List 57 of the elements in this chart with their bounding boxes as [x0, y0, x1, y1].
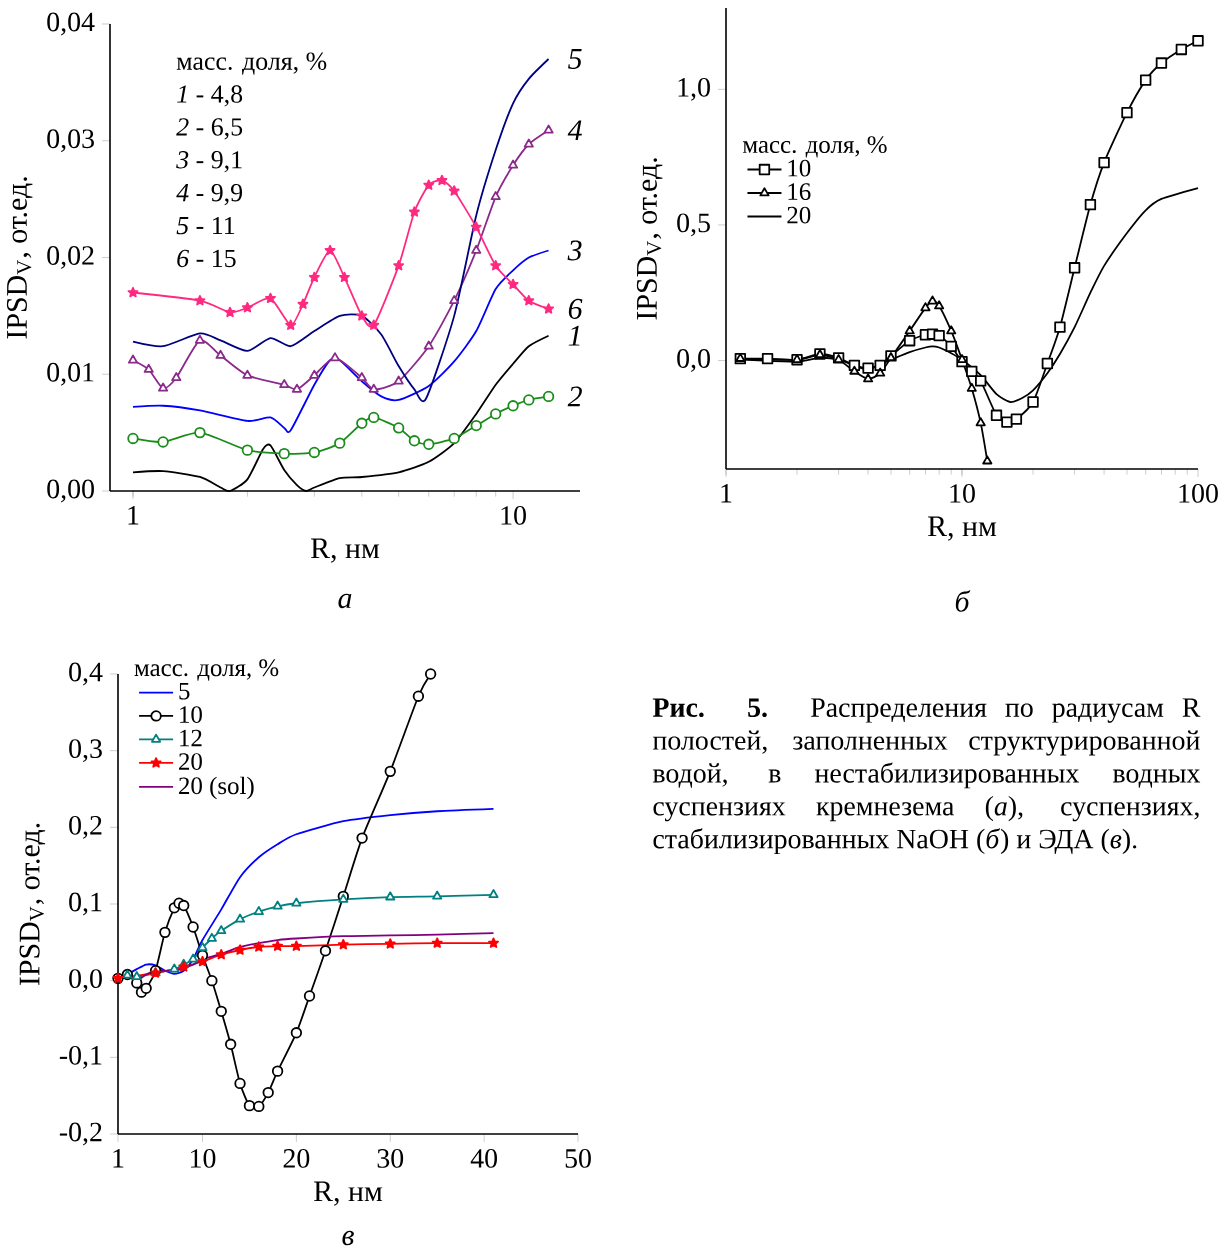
legend-title: масс. доля, %	[134, 659, 279, 681]
legend-label: 20	[179, 753, 202, 770]
annotation: 3 - 9,1	[176, 151, 242, 173]
y-tick-label: 0,4	[69, 662, 103, 686]
text: а	[338, 593, 352, 609]
y-axis-title: IPSD$_{V}$, от.ед.	[19, 823, 46, 986]
series-label: 6	[568, 298, 583, 319]
x-tick-label: 10	[190, 1149, 216, 1168]
x-tick-label: 50	[565, 1149, 591, 1168]
y-tick-label: 0,0	[69, 969, 102, 993]
annotation: 6 - 15	[177, 249, 236, 268]
y-tick-label: 0,0	[677, 349, 710, 372]
annotation: 2 - 6,5	[176, 118, 243, 140]
y-tick-label: 0,2	[69, 815, 102, 839]
legend-label: 10	[788, 159, 811, 177]
x-tick-label: 20	[283, 1149, 310, 1168]
y-tick-label: -0,2	[59, 1122, 102, 1146]
legend-label: 5	[179, 682, 190, 700]
series-label: 5	[568, 49, 582, 69]
legend-label: 10	[180, 706, 202, 723]
y-tick-label: 0,5	[677, 213, 710, 237]
y-tick-label: -0,1	[59, 1045, 102, 1069]
y-tick-label: 1,0	[678, 77, 710, 101]
y-tick-label: 0,03	[47, 129, 94, 153]
text: б	[955, 590, 971, 612]
x-axis-title: R, нм	[313, 1181, 383, 1206]
legend-title: масс. доля, %	[176, 52, 327, 75]
annotation: 4 - 9,9	[176, 183, 243, 206]
legend-label: 20 (sol)	[179, 776, 254, 800]
y-axis-title: IPSD$_{V}$, от.ед.	[6, 177, 33, 339]
text: Рис. 5. Распределения по радиусам R полостей, заполненных структурированной водой, в нестабилизированных водных суспензиях кремнезема (а), суспензиях, стабилизированных NaOH (б) и ЭДА (в).	[652, 698, 1201, 855]
series-label: 2	[567, 386, 582, 407]
y-tick-label: 0,02	[47, 246, 94, 269]
legend-label: 12	[180, 729, 202, 747]
legend-label: 16	[788, 183, 811, 200]
x-tick-label: 10	[950, 484, 975, 503]
annotation: 5 - 11	[176, 216, 235, 235]
x-tick-label: 40	[470, 1149, 497, 1168]
legend-title: масс. доля, %	[742, 136, 887, 158]
y-tick-label: 0,04	[47, 12, 95, 36]
x-tick-label: 30	[377, 1149, 404, 1168]
series-label: 1	[568, 325, 580, 346]
annotation: 1 - 4,8	[177, 85, 243, 107]
x-tick-label: 1	[113, 1149, 124, 1168]
text: в	[342, 1230, 354, 1246]
y-tick-label: 0,3	[69, 739, 102, 763]
y-tick-label: 0,01	[47, 362, 94, 386]
x-tick-label: 1	[721, 484, 732, 503]
y-axis-title: IPSD$_{V}$, от.ед.	[636, 158, 663, 320]
y-tick-label: 0,00	[47, 479, 94, 503]
y-tick-label: 0,1	[69, 892, 102, 916]
legend-label: 20	[787, 206, 811, 224]
series-label: 4	[567, 120, 582, 141]
series-label: 3	[567, 240, 582, 261]
x-axis-title: R, нм	[927, 516, 997, 541]
x-tick-label: 100	[1179, 484, 1218, 503]
x-axis-title: R, нм	[310, 538, 380, 563]
